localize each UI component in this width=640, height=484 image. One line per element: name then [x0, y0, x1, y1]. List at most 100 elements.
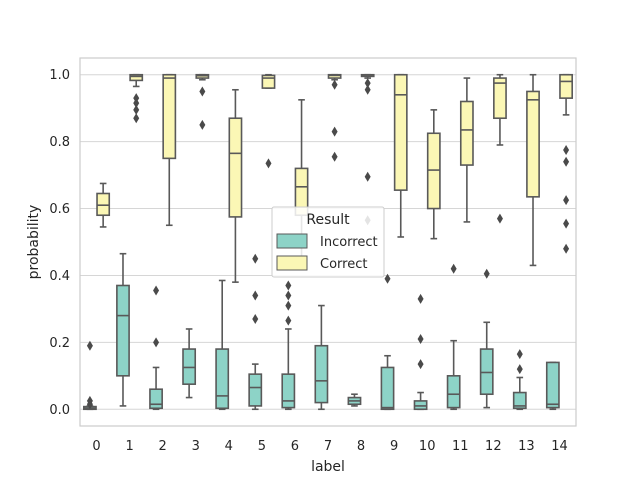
outlier-point: [563, 145, 570, 155]
outlier-point: [364, 78, 371, 89]
box-incorrect: [149, 388, 163, 410]
x-tick-label: 14: [551, 439, 568, 454]
x-tick-label: 6: [291, 439, 299, 454]
outlier-point: [285, 315, 292, 326]
box-group: [512, 349, 527, 411]
y-tick-label: 0.0: [49, 403, 70, 418]
x-tick-label: 4: [225, 439, 233, 454]
x-tick-label: 10: [419, 439, 436, 454]
y-tick-label: 0.4: [49, 269, 70, 284]
box-group: [149, 285, 163, 411]
boxes-group: [83, 73, 573, 411]
box-correct: [129, 73, 144, 82]
outlier-point: [483, 268, 490, 279]
box-correct: [426, 132, 441, 210]
legend-title: Result: [306, 212, 350, 228]
outlier-point: [450, 263, 457, 274]
box-group: [261, 73, 276, 169]
outlier-point: [331, 151, 338, 162]
x-tick-label: 8: [357, 439, 365, 454]
box-incorrect: [512, 391, 527, 410]
x-tick-label: 12: [485, 439, 502, 454]
y-axis-label: probability: [26, 205, 42, 280]
outlier-point: [496, 213, 503, 224]
outlier-point: [563, 195, 570, 206]
x-tick-label: 7: [324, 439, 332, 454]
box-correct: [228, 117, 243, 218]
x-tick-label: 1: [125, 439, 133, 454]
y-tick-label: 0.2: [49, 336, 70, 351]
x-axis-label: label: [311, 459, 345, 475]
box-incorrect: [248, 373, 263, 407]
box-correct: [459, 100, 474, 166]
outlier-point: [153, 337, 160, 348]
outlier-point: [364, 84, 371, 95]
outlier-point: [417, 359, 424, 370]
outlier-point: [86, 399, 93, 410]
y-tick-label: 0.6: [49, 202, 70, 217]
outlier-point: [199, 86, 206, 97]
box-group: [215, 279, 230, 411]
legend: Result Incorrect Correct: [271, 206, 385, 278]
outlier-point: [331, 79, 338, 90]
box-correct: [559, 73, 573, 99]
outlier-point: [563, 218, 570, 229]
box-group: [559, 73, 573, 254]
legend-label-incorrect: Incorrect: [320, 235, 378, 250]
box-incorrect: [215, 348, 230, 410]
box-group: [116, 252, 130, 407]
x-tick-label: 5: [258, 439, 266, 454]
outlier-point: [384, 273, 391, 284]
box-group: [446, 263, 461, 411]
box-correct: [526, 90, 540, 198]
x-tick-label: 11: [452, 439, 469, 454]
box-incorrect: [545, 361, 560, 409]
outlier-point: [417, 293, 424, 304]
outlier-point: [285, 280, 292, 291]
plot-frame: [79, 57, 577, 427]
box-incorrect: [479, 348, 494, 396]
outlier-point: [86, 340, 93, 351]
box-incorrect: [116, 284, 130, 377]
box-incorrect: [446, 375, 461, 409]
box-incorrect: [281, 373, 296, 409]
box-incorrect: [314, 344, 329, 404]
legend-swatch-correct: [276, 255, 308, 271]
box-group: [413, 293, 428, 411]
box-group: [182, 328, 197, 399]
y-tick-label: 0.8: [49, 135, 70, 150]
box-incorrect: [182, 348, 197, 385]
outlier-point: [364, 171, 371, 182]
y-tick-labels: 0.0 0.2 0.4 0.6 0.8 1.0: [49, 68, 70, 418]
box-correct: [393, 73, 408, 191]
box-group: [393, 73, 408, 238]
outlier-point: [133, 93, 140, 104]
outlier-point: [252, 313, 259, 324]
outlier-point: [199, 119, 206, 130]
box-group: [83, 340, 97, 411]
box-group: [479, 268, 494, 409]
legend-swatch-incorrect: [276, 233, 308, 249]
box-group: [195, 73, 210, 130]
box-correct: [162, 73, 177, 160]
outlier-point: [516, 349, 523, 360]
outlier-point: [331, 126, 338, 137]
box-group: [129, 73, 144, 124]
x-tick-label: 3: [192, 439, 200, 454]
x-tick-labels: 0 1 2 3 4 5 6 7 8 9 10 11 12 13 14: [92, 439, 567, 454]
box-correct: [96, 192, 111, 217]
box-group: [162, 73, 177, 227]
x-tick-label: 9: [390, 439, 398, 454]
box-group: [459, 77, 474, 223]
outlier-point: [563, 243, 570, 254]
outlier-point: [133, 98, 140, 109]
y-tick-label: 1.0: [49, 68, 70, 83]
box-incorrect: [413, 400, 428, 411]
x-tick-label: 13: [518, 439, 535, 454]
box-group: [493, 73, 507, 224]
legend-label-correct: Correct: [320, 257, 367, 272]
box-incorrect: [380, 366, 395, 411]
outlier-point: [285, 290, 292, 301]
box-group: [314, 304, 329, 411]
